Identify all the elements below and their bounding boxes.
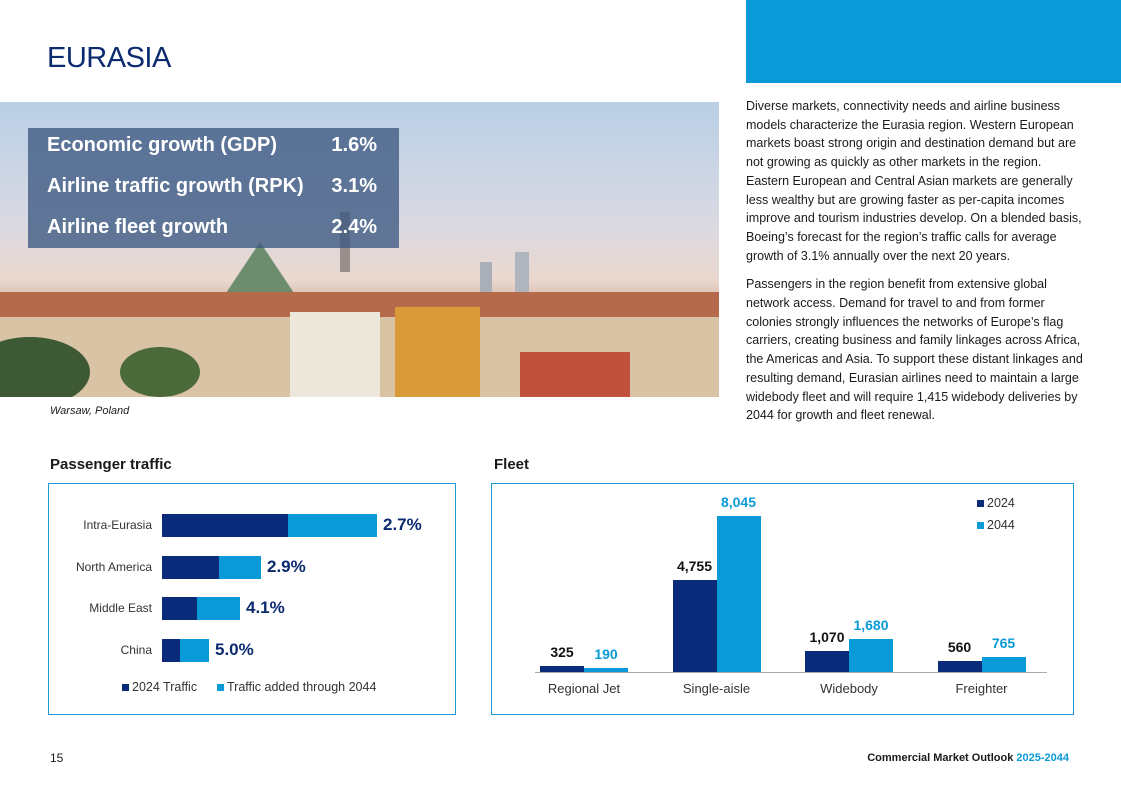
bar-2044	[584, 668, 628, 672]
footer-publication: Commercial Market Outlook 2025-2044	[867, 752, 1069, 764]
data-label: 5.0%	[215, 639, 254, 659]
paragraph: Passengers in the region benefit from ex…	[746, 277, 1083, 423]
category-label: North America	[75, 559, 152, 574]
bar-2024	[162, 597, 197, 620]
publication-years: 2025-2044	[1016, 752, 1069, 764]
bar-2024	[540, 665, 584, 672]
stats-box: Economic growth (GDP) 1.6% Airline traffi…	[28, 128, 399, 248]
bar-2044	[716, 516, 761, 672]
data-label: 2.9%	[267, 556, 306, 576]
data-label: 1,680	[853, 617, 889, 634]
paragraph: Diverse markets, connectivity needs and …	[746, 99, 1082, 263]
bar-2024	[937, 661, 982, 672]
category-label: Single-aisle	[682, 681, 751, 696]
legend-item: 2044	[977, 518, 1015, 532]
data-label: 2.7%	[383, 515, 422, 534]
stat-fleet: Airline fleet growth 2.4%	[47, 216, 377, 239]
bar-2044	[981, 657, 1026, 672]
photo-caption: Warsaw, Poland	[50, 405, 130, 417]
data-label: 325	[550, 643, 574, 660]
fleet-chart-title: Fleet	[494, 456, 530, 473]
stat-rpk: Airline traffic growth (RPK) 3.1%	[47, 175, 377, 198]
legend-label: 2044	[987, 518, 1015, 532]
legend-label: Traffic added through 2044	[227, 680, 377, 694]
bar-added	[288, 514, 377, 537]
passenger-chart-title: Passenger traffic	[50, 456, 172, 473]
stat-value: 2.4%	[331, 216, 377, 238]
bar-2024	[162, 638, 180, 662]
stat-value: 1.6%	[331, 134, 377, 156]
bar-added	[180, 638, 209, 662]
bar-added	[219, 555, 261, 579]
stat-value: 3.1%	[331, 175, 377, 197]
bar-added	[197, 597, 240, 620]
category-label: China	[120, 642, 152, 657]
stat-label: Airline traffic growth (RPK)	[47, 175, 304, 197]
warsaw-skyline-image	[0, 212, 719, 397]
stat-gdp: Economic growth (GDP) 1.6%	[47, 134, 377, 157]
legend-item: 2024	[977, 496, 1015, 510]
legend-label: 2024	[987, 496, 1015, 510]
category-label: Freighter	[955, 681, 1008, 696]
category-label: Intra-Eurasia	[83, 518, 152, 532]
page-number: 15	[50, 751, 64, 765]
data-label: 4.1%	[246, 598, 285, 617]
bar-2024	[162, 555, 219, 579]
legend-swatch	[217, 684, 224, 691]
legend-item: 2024 Traffic	[122, 680, 197, 694]
legend-swatch	[977, 522, 984, 529]
publication-title: Commercial Market Outlook	[867, 752, 1017, 764]
bar-2024	[805, 651, 849, 672]
legend-swatch	[122, 684, 129, 691]
category-label: Middle East	[89, 601, 152, 615]
stat-label: Airline fleet growth	[47, 216, 229, 238]
data-label: 1,070	[809, 629, 845, 646]
bar-2044	[849, 639, 893, 672]
fleet-axis	[535, 672, 1047, 673]
accent-block	[746, 0, 1121, 83]
stat-label: Economic growth (GDP)	[47, 134, 277, 156]
category-label: Regional Jet	[547, 681, 621, 696]
legend-label: 2024 Traffic	[132, 680, 198, 694]
category-label: Widebody	[820, 681, 878, 696]
data-label: 765	[991, 635, 1016, 652]
data-label: 8,045	[720, 494, 757, 510]
data-label: 560	[947, 639, 972, 656]
bar-2024	[162, 514, 288, 537]
data-label: 4,755	[676, 557, 713, 574]
fleet-chart-box	[491, 483, 1074, 715]
body-text: Diverse markets, connectivity needs and …	[746, 97, 1086, 435]
passenger-chart-box	[48, 483, 456, 715]
bar-2024	[672, 579, 717, 672]
legend-swatch	[977, 500, 984, 507]
data-label: 190	[594, 646, 618, 663]
legend-item: Traffic added through 2044	[217, 680, 376, 694]
page-title: EURASIA	[47, 42, 171, 74]
